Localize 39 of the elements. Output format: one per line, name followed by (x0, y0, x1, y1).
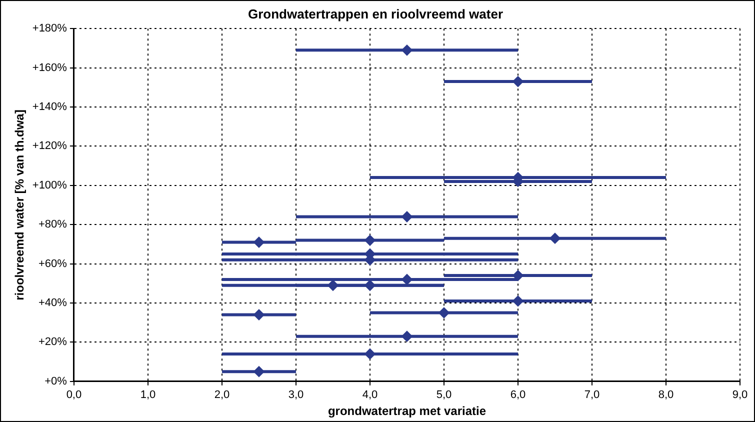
x-tick-label: 5,0 (436, 389, 452, 402)
y-tick-label: +100% (32, 179, 68, 192)
x-tick-label: 6,0 (510, 389, 526, 402)
point (549, 232, 560, 244)
point (364, 280, 376, 291)
point (364, 234, 376, 246)
x-tick-label: 9,0 (732, 389, 748, 402)
y-tick-label: +20% (38, 336, 68, 348)
y-tick-label: +40% (38, 297, 68, 310)
point (401, 274, 412, 285)
x-tick-label: 0,0 (66, 389, 82, 402)
point (253, 309, 264, 320)
y-tick-label: +160% (32, 62, 68, 74)
point (401, 211, 412, 222)
y-tick-label: +120% (32, 140, 68, 152)
x-tick-label: 2,0 (214, 389, 230, 402)
point (512, 296, 524, 307)
y-tick-label: +140% (32, 101, 68, 114)
y-axis-title: rioolvreemd water [% van th.dwa] (12, 110, 27, 300)
point (512, 270, 524, 282)
x-tick-label: 7,0 (584, 389, 600, 402)
point (253, 366, 264, 378)
y-tick-label: +0% (44, 375, 68, 388)
chart-title: Grondwatertrappen en rioolvreemd water (248, 6, 504, 22)
point (401, 330, 412, 342)
y-tick-label: +180% (32, 22, 68, 35)
x-tick-label: 3,0 (288, 389, 304, 402)
point (512, 76, 524, 88)
x-tick-label: 8,0 (658, 389, 674, 402)
point (438, 307, 450, 318)
point (253, 236, 264, 248)
y-tick-label: +60% (38, 258, 68, 270)
point (364, 348, 376, 360)
x-axis-title: grondwatertrap met variatie (328, 404, 486, 418)
point (401, 44, 412, 56)
point (327, 280, 338, 291)
x-tick-label: 4,0 (362, 389, 378, 402)
x-tick-label: 1,0 (140, 389, 156, 402)
y-tick-label: +80% (38, 218, 68, 231)
